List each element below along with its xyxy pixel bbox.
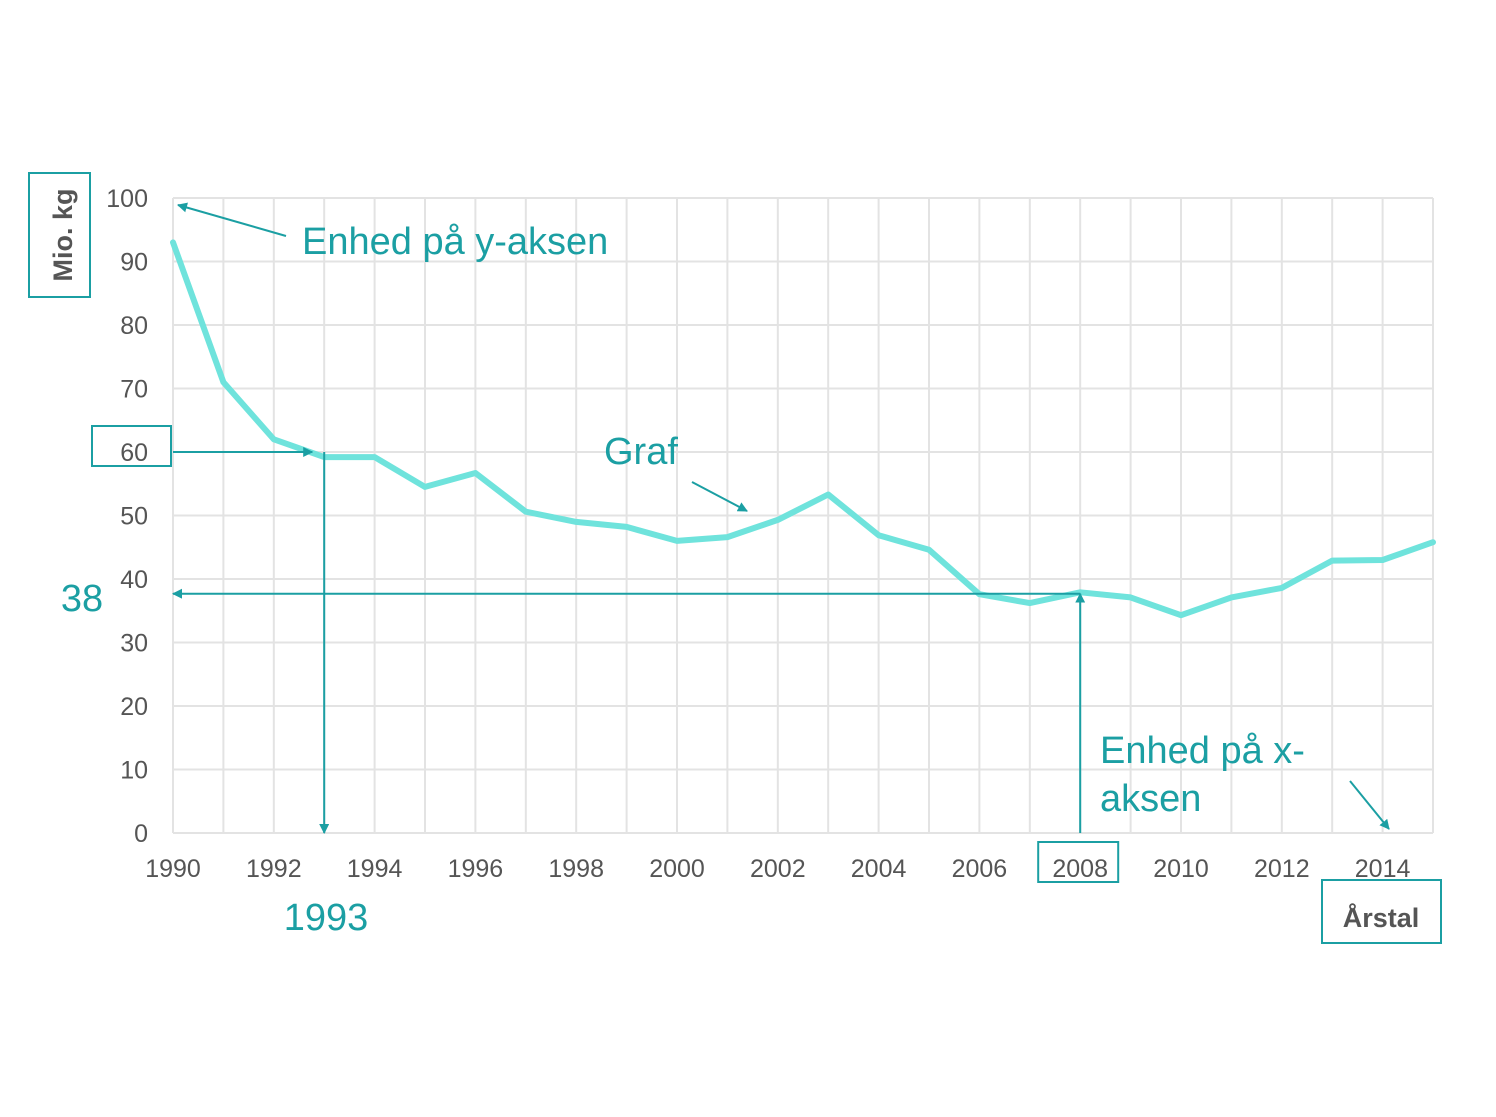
grid — [172, 197, 1434, 834]
x-tick-label: 1998 — [548, 855, 604, 883]
read-year-label: 1993 — [284, 897, 369, 939]
x-axis-title: Årstal — [1343, 902, 1420, 933]
x-tick-label: 2002 — [750, 855, 806, 883]
y-axis-ticks: 0 10 20 30 40 50 60 70 80 90 100 — [106, 185, 148, 848]
series-line — [170, 239, 1436, 619]
y-unit-pointer-arrow — [177, 202, 287, 237]
y-value-box — [91, 425, 172, 467]
x-axis-ticks: 1990 1992 1994 1996 1998 2000 2002 2004 2006 2008… — [145, 855, 1410, 883]
x-tick-label: 1992 — [246, 855, 302, 883]
x-unit-annotation-line1: Enhed på x- — [1100, 730, 1305, 772]
x-tick-label: 1996 — [448, 855, 504, 883]
y-tick-label: 0 — [134, 820, 148, 848]
x-tick-label: 2010 — [1153, 855, 1209, 883]
x-tick-label: 2006 — [952, 855, 1008, 883]
y-tick-label: 80 — [120, 312, 148, 340]
x-unit-annotation-line2: aksen — [1100, 778, 1201, 820]
x-unit-box — [1321, 879, 1442, 944]
x-tick-label: 2004 — [851, 855, 907, 883]
x-tick-label: 1990 — [145, 855, 201, 883]
x-value-box — [1037, 841, 1120, 883]
y-tick-label: 10 — [120, 757, 148, 785]
x-unit-pointer-arrow — [1349, 780, 1390, 830]
y-tick-label: 100 — [106, 185, 148, 213]
y-unit-box — [28, 172, 91, 298]
y-tick-label: 90 — [120, 249, 148, 277]
x-tick-label: 2000 — [649, 855, 705, 883]
series-group — [170, 239, 1436, 619]
y-tick-label: 60 — [120, 439, 148, 467]
x-tick-label: 1994 — [347, 855, 403, 883]
y-axis-title: Mio. kg — [48, 189, 78, 282]
x-tick-label: 2008 — [1052, 855, 1108, 883]
y-tick-label: 40 — [120, 566, 148, 594]
y-tick-label: 30 — [120, 630, 148, 658]
annotations — [91, 202, 1390, 883]
x-tick-label: 2014 — [1355, 855, 1411, 883]
y-unit-annotation: Enhed på y-aksen — [302, 221, 608, 263]
graph-annotation: Graf — [604, 431, 678, 473]
x-tick-label: 2012 — [1254, 855, 1310, 883]
y-tick-label: 20 — [120, 693, 148, 721]
graph-pointer-arrow — [691, 481, 748, 512]
y-tick-label: 50 — [120, 503, 148, 531]
y-tick-label: 70 — [120, 376, 148, 404]
read-value-label: 38 — [61, 578, 103, 620]
